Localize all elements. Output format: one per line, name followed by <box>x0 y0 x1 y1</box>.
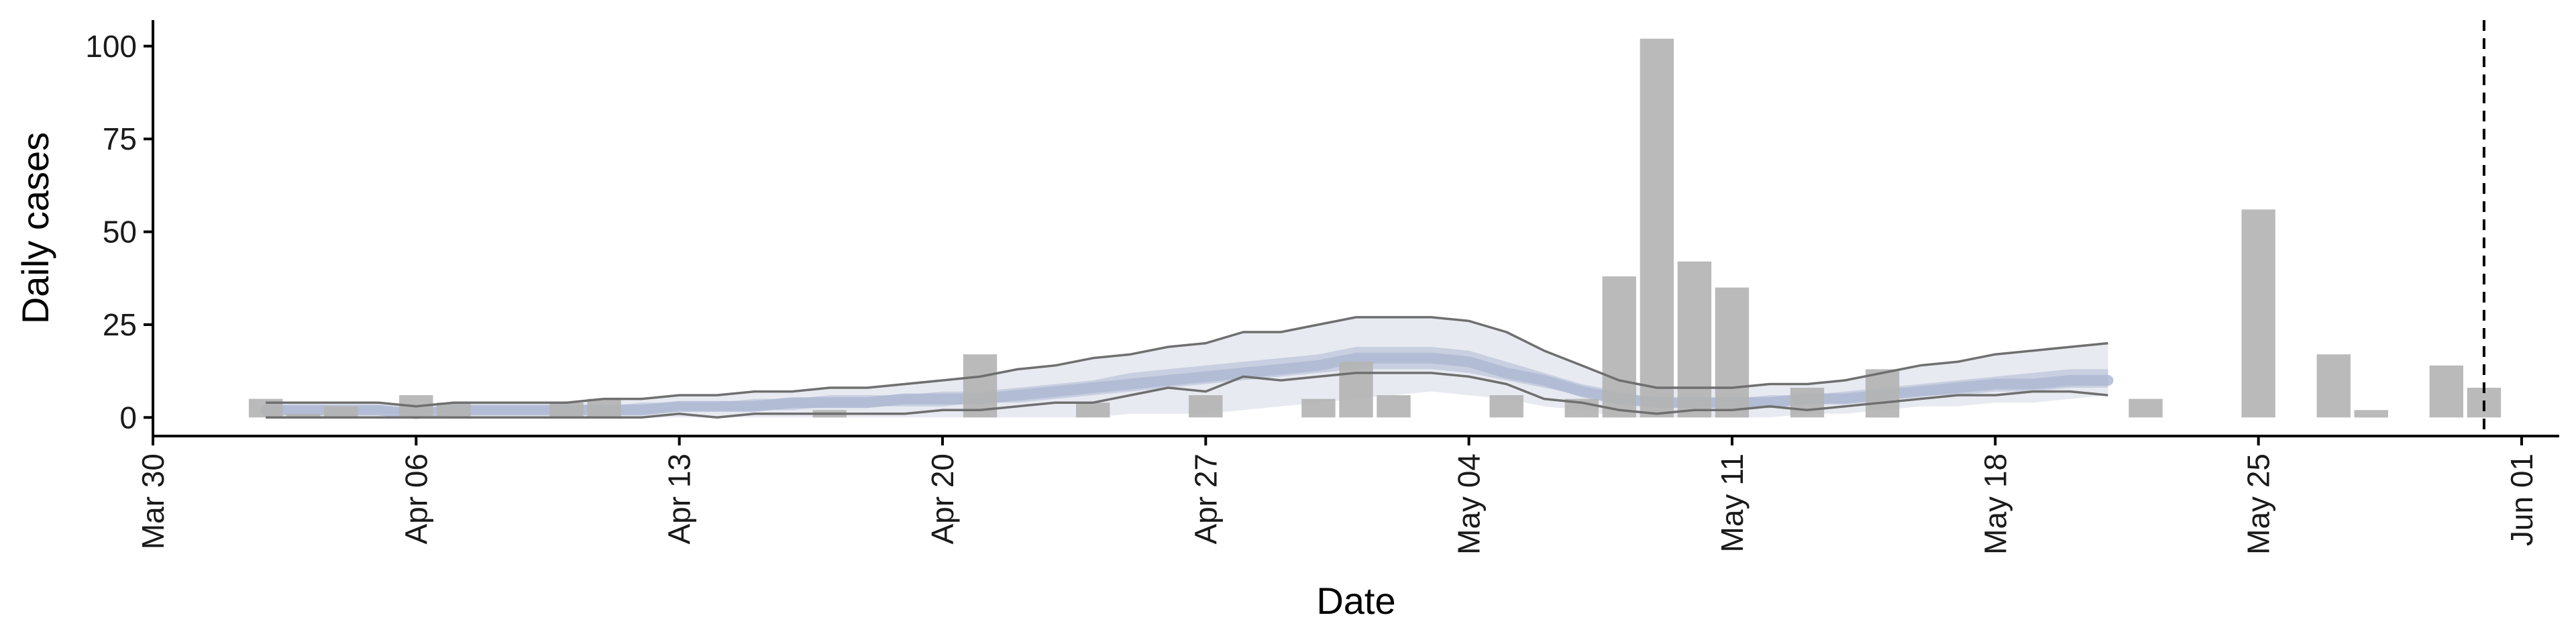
bar-2020-05-22 <box>2129 398 2163 418</box>
x-tick-label-2020-05-11: May 11 <box>1715 453 1750 552</box>
bar-2020-05-27 <box>2316 354 2351 418</box>
bar-2020-05-02 <box>1377 395 1411 418</box>
y-tick-label-0: 0 <box>119 400 137 435</box>
y-axis-title: Daily cases <box>14 132 56 324</box>
bar-2020-05-08 <box>1602 276 1636 418</box>
upper-bound-line <box>266 316 2108 408</box>
bar-2020-04-24 <box>1076 402 1110 418</box>
bar-2020-04-21 <box>963 354 998 418</box>
bar-2020-05-30 <box>2429 365 2463 418</box>
axes-layer: 0 25 50 75 100 Mar 30 Apr 06 Apr 13 Apr 20 Apr 27… <box>85 20 2559 555</box>
x-tick-label-2020-04-20: Apr 20 <box>925 453 960 545</box>
bar-2020-04-04 <box>324 406 358 418</box>
bar-2020-04-10 <box>549 402 584 418</box>
bar-2020-05-13 <box>1790 388 1825 418</box>
bar-2020-05-09 <box>1640 38 1674 418</box>
x-tick-label-2020-05-04: May 04 <box>1452 453 1487 555</box>
x-tick-label-2020-04-27: Apr 27 <box>1188 453 1223 545</box>
bar-2020-04-30 <box>1301 398 1336 418</box>
bar-2020-04-11 <box>587 398 621 418</box>
labels-layer: Date Daily cases <box>14 132 1396 622</box>
y-tick-label-25: 25 <box>103 307 137 342</box>
x-tick-label-2020-05-18: May 18 <box>1978 453 2012 555</box>
bar-2020-05-11 <box>1715 287 1750 418</box>
lower-bound-line <box>266 372 2108 419</box>
bar-2020-05-15 <box>1865 369 1900 418</box>
bars-layer <box>248 38 2502 418</box>
x-tick-label-2020-06-01: Jun 01 <box>2504 453 2539 546</box>
x-tick-label-2020-05-25: May 25 <box>2241 453 2276 555</box>
x-tick-label-2020-03-30: Mar 30 <box>136 453 170 549</box>
y-tick-label-50: 50 <box>103 215 137 250</box>
y-tick-label-100: 100 <box>85 29 137 64</box>
bar-2020-04-27 <box>1189 395 1223 418</box>
bar-2020-05-25 <box>2241 209 2275 418</box>
y-tick-label-75: 75 <box>103 121 137 156</box>
x-tick-label-2020-04-13: Apr 13 <box>662 453 697 545</box>
x-tick-label-2020-04-06: Apr 06 <box>398 453 433 545</box>
bar-2020-05-05 <box>1489 395 1523 418</box>
bar-2020-05-01 <box>1339 362 1373 418</box>
bar-2020-05-28 <box>2354 410 2388 418</box>
x-axis-title: Date <box>1316 580 1395 622</box>
bar-2020-05-10 <box>1677 261 1712 418</box>
bound-lines-layer <box>266 20 2485 436</box>
bar-2020-04-03 <box>286 413 321 418</box>
bar-2020-04-07 <box>437 402 471 418</box>
